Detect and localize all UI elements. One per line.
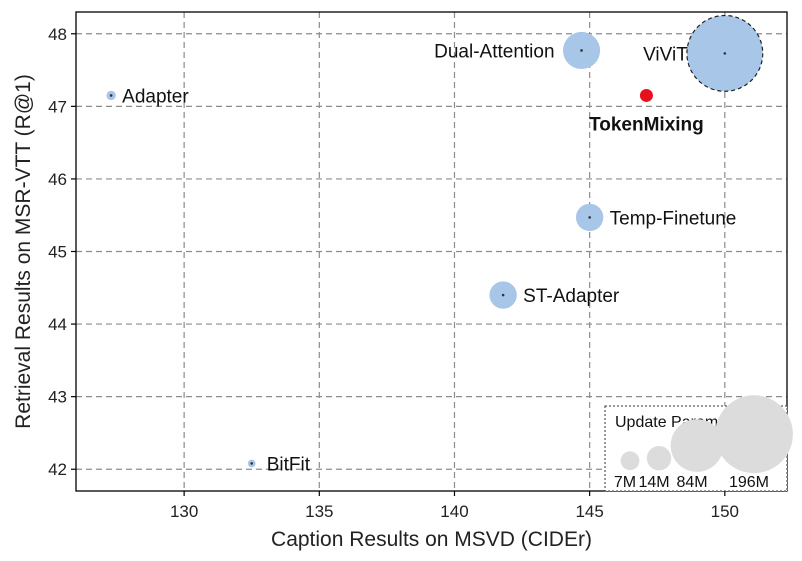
y-tick-label: 47 [48, 97, 67, 116]
legend-label-14m: 14M [638, 474, 669, 491]
point-center-adapter [109, 94, 113, 97]
point-center-temp-finetune [588, 216, 591, 219]
x-tick-label: 130 [170, 502, 198, 521]
x-tick-label: 150 [711, 502, 739, 521]
y-tick-label: 43 [48, 388, 67, 407]
point-label-st-adapter: ST-Adapter [523, 286, 620, 307]
x-axis-label: Caption Results on MSVD (CIDEr) [271, 528, 592, 551]
y-tick-label: 42 [48, 460, 67, 479]
x-tick-label: 135 [305, 502, 333, 521]
point-label-vivit: ViViT [643, 44, 688, 65]
y-tick-label: 44 [48, 315, 67, 334]
point-label-temp-finetune: Temp-Finetune [610, 208, 737, 229]
legend-bubble-7m [620, 451, 640, 471]
x-tick-label: 145 [575, 502, 603, 521]
y-tick-label: 48 [48, 25, 67, 44]
legend-label-196m: 196M [729, 474, 769, 491]
legend-bubble-196m [715, 395, 793, 474]
point-label-tokenmixing: TokenMixing [589, 114, 704, 135]
legend-bubble-14m [646, 445, 672, 471]
y-tick-label: 45 [48, 243, 67, 262]
legend-bubble-84m [670, 419, 724, 472]
point-center-dual-attention [580, 49, 583, 52]
legend-label-7m: 7M [614, 474, 636, 491]
point-tokenmixing [639, 88, 653, 102]
point-center-bitfit [250, 462, 254, 465]
y-tick-label: 46 [48, 170, 67, 189]
x-tick-label: 140 [440, 502, 468, 521]
y-axis-label: Retrieval Results on MSR-VTT (R@1) [12, 74, 35, 429]
point-label-dual-attention: Dual-Attention [434, 41, 554, 62]
legend-label-84m: 84M [676, 474, 707, 491]
point-center-vivit [723, 52, 727, 55]
point-label-adapter: Adapter [122, 86, 189, 107]
point-center-st-adapter [501, 293, 505, 297]
point-label-bitfit: BitFit [267, 454, 311, 475]
